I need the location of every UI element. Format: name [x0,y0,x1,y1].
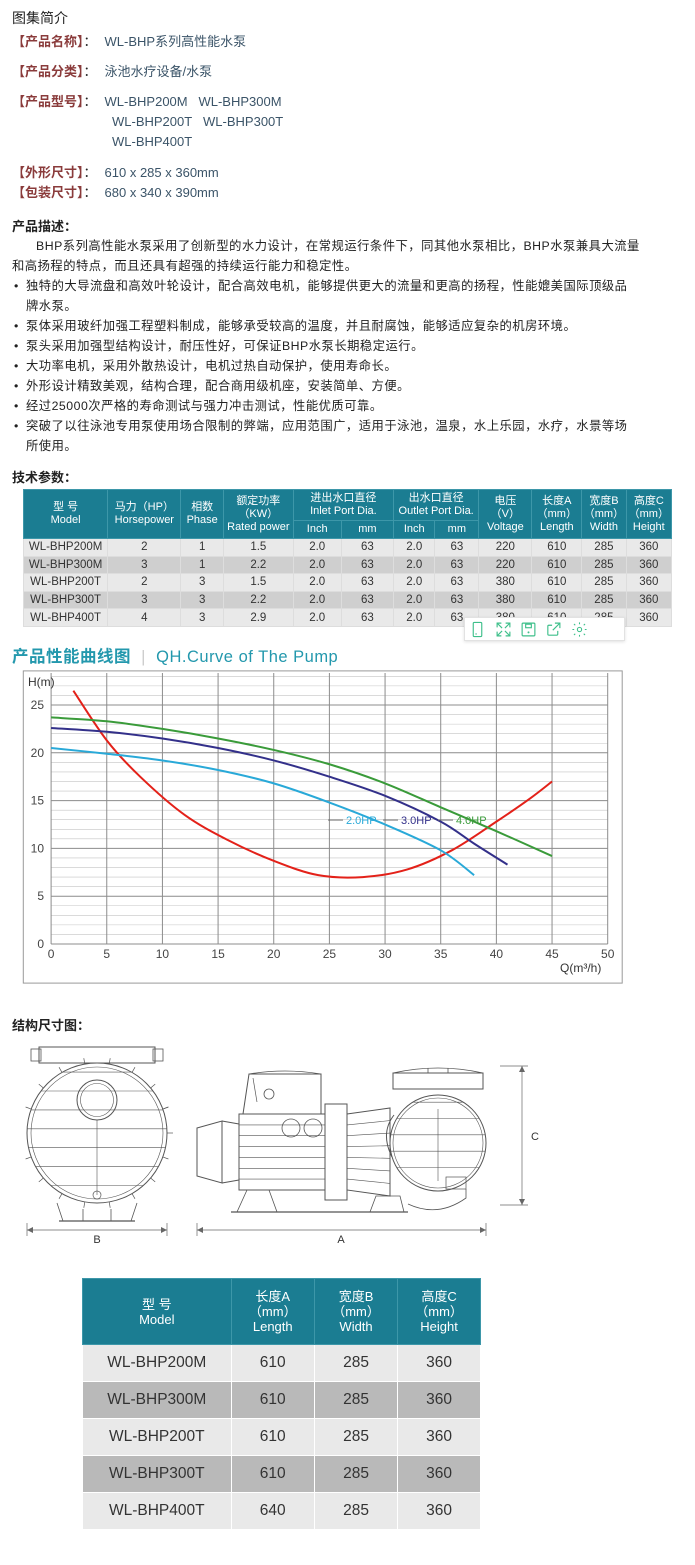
svg-text:A: A [337,1234,345,1246]
svg-text:C: C [531,1131,539,1143]
svg-text:B: B [93,1234,100,1246]
